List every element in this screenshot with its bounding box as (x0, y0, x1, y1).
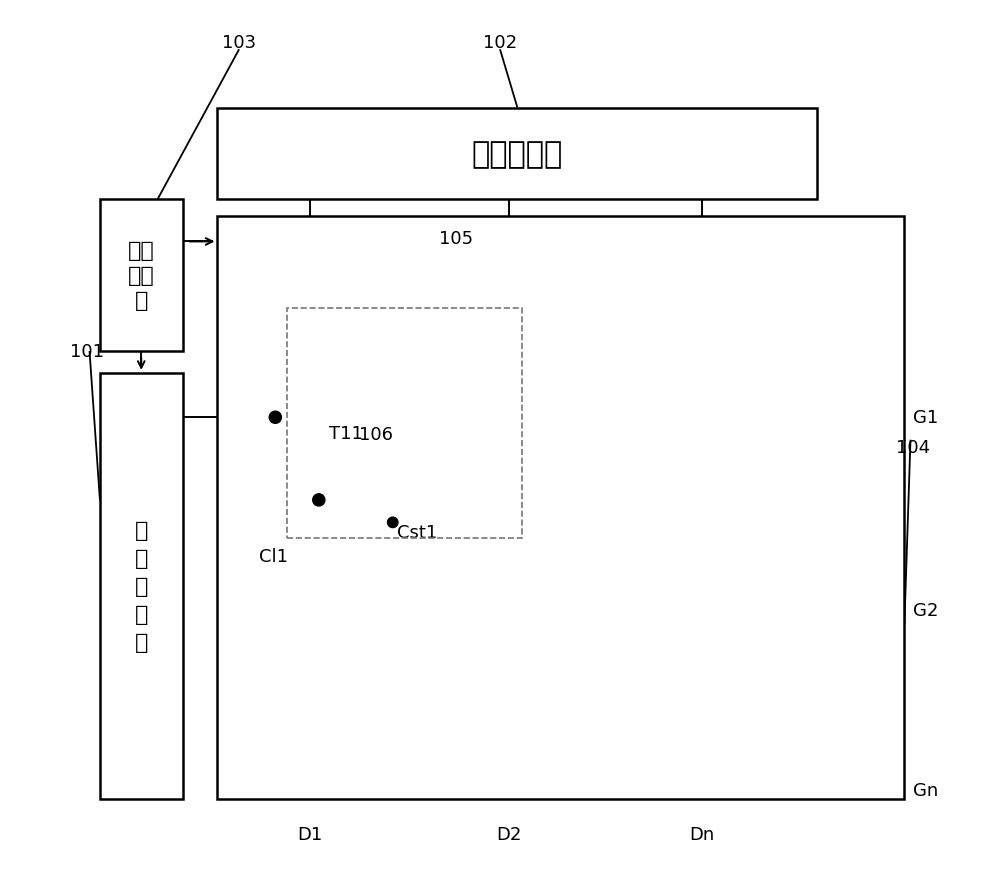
Text: 103: 103 (222, 34, 256, 53)
Bar (100, 200, 183, 352)
Text: 栅
极
驱
动
器: 栅 极 驱 动 器 (135, 520, 148, 652)
Text: Gn: Gn (913, 781, 938, 799)
Text: 101: 101 (70, 343, 104, 360)
Text: Cl1: Cl1 (259, 548, 288, 566)
Text: G2: G2 (913, 601, 938, 619)
Circle shape (269, 411, 281, 424)
Text: 104: 104 (896, 438, 930, 456)
Text: 102: 102 (483, 34, 517, 53)
Bar (217, 217, 904, 799)
Text: 105: 105 (439, 230, 474, 247)
Bar (287, 308, 522, 538)
Text: Dn: Dn (689, 824, 714, 843)
Text: 106: 106 (359, 425, 393, 443)
Text: Cst1: Cst1 (397, 524, 437, 541)
Circle shape (388, 517, 398, 528)
Text: D2: D2 (497, 824, 522, 843)
Text: D1: D1 (297, 824, 323, 843)
Text: G1: G1 (913, 409, 938, 427)
Circle shape (313, 495, 325, 506)
Text: 源极驱动器: 源极驱动器 (472, 139, 563, 168)
Text: T11: T11 (329, 424, 363, 442)
Text: 时序
控制
器: 时序 控制 器 (128, 241, 155, 310)
Bar (100, 374, 183, 799)
Bar (217, 109, 817, 200)
